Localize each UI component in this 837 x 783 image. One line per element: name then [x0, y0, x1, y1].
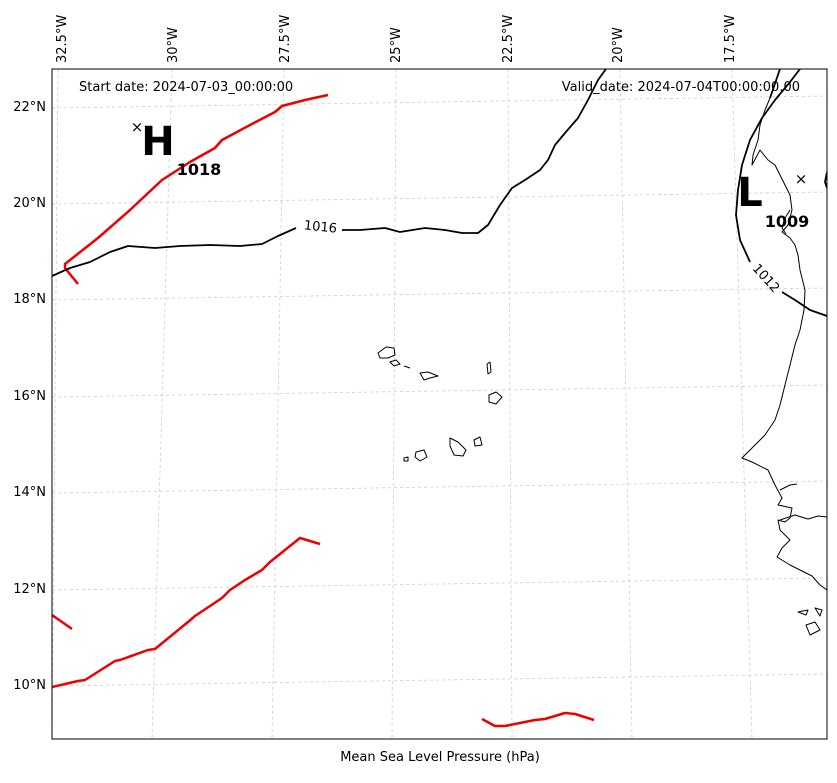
front-line — [52, 613, 73, 631]
low-value: 1009 — [765, 212, 810, 231]
front-line — [481, 711, 595, 728]
isobar-1016 — [52, 227, 297, 277]
isobars — [52, 69, 827, 317]
africa-coastline — [779, 514, 827, 521]
island — [389, 359, 401, 367]
isobar-1016 — [342, 69, 607, 234]
lon-tick-label: 17.5°W — [723, 15, 738, 63]
lon-tick-label: 30°W — [166, 27, 181, 63]
lat-tick-label: 12°N — [13, 582, 46, 597]
center-marker-icon: × — [131, 118, 144, 136]
island — [473, 436, 483, 447]
lon-tick-label: 22.5°W — [501, 15, 516, 63]
coastlines — [377, 97, 827, 636]
africa-coastline — [741, 97, 827, 591]
island — [449, 437, 467, 457]
island — [488, 391, 503, 405]
high-value: 1018 — [177, 160, 222, 179]
island — [403, 365, 411, 369]
longitude-ticks: 32.5°W 30°W 27.5°W 25°W 22.5°W 20°W 17.5… — [55, 15, 738, 63]
island — [797, 609, 809, 616]
lat-tick-label: 14°N — [13, 485, 46, 500]
lat-tick-label: 10°N — [13, 678, 46, 693]
valid-date-label: Valid_date: 2024-07-04T00:00:00.00 — [562, 80, 800, 95]
contour-label-1012: 1012 — [749, 261, 782, 296]
start-date-label: Start date: 2024-07-03_00:00:00 — [79, 80, 293, 95]
front-line — [52, 536, 321, 689]
isobar-1012 — [735, 69, 801, 263]
island — [403, 456, 409, 462]
high-symbol: H — [141, 119, 174, 165]
lat-tick-label: 16°N — [13, 389, 46, 404]
lat-tick-label: 22°N — [13, 100, 46, 115]
africa-coastline — [779, 483, 798, 491]
latitude-ticks: 22°N 20°N 18°N 16°N 14°N 12°N 10°N — [13, 100, 46, 693]
center-marker-icon: × — [795, 170, 808, 188]
map-title: Mean Sea Level Pressure (hPa) — [340, 750, 540, 765]
contour-label-1016: 1016 — [303, 218, 337, 236]
lon-tick-label: 27.5°W — [278, 15, 293, 63]
isobar-1012 — [824, 171, 827, 189]
lon-tick-label: 32.5°W — [55, 15, 70, 63]
lat-tick-label: 18°N — [13, 292, 46, 307]
front-lines — [52, 93, 595, 728]
isobar-1012 — [769, 69, 781, 99]
front-line — [63, 93, 329, 285]
island — [419, 371, 439, 381]
island — [805, 621, 821, 636]
low-symbol: L — [737, 170, 763, 216]
africa-coastline — [781, 209, 791, 235]
lon-tick-label: 20°W — [611, 27, 626, 63]
map-frame — [51, 68, 828, 740]
island — [414, 449, 428, 462]
high-pressure-center: × H 1018 — [131, 118, 222, 179]
isobar-1012 — [781, 291, 827, 317]
island — [486, 361, 492, 375]
lon-tick-label: 25°W — [389, 27, 404, 63]
island — [814, 607, 823, 617]
island — [377, 346, 396, 359]
graticule — [52, 69, 827, 739]
low-pressure-center: × L 1009 — [737, 170, 809, 231]
lat-tick-label: 20°N — [13, 196, 46, 211]
